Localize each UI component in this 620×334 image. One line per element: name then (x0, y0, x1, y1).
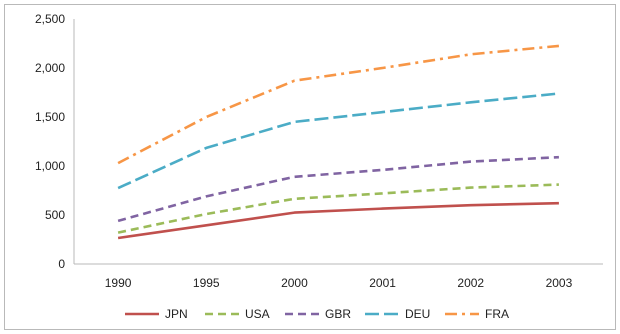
y-tick-label: 2,500 (35, 12, 65, 26)
y-axis-ticks: 0 500 1,000 1,500 2,000 2,500 (35, 12, 65, 271)
legend-label-fra: FRA (485, 307, 509, 321)
x-tick-label: 2002 (457, 276, 484, 290)
line-chart: 0 500 1,000 1,500 2,000 2,500 1990 1995 2000 200… (35, 12, 603, 321)
x-tick-label: 1990 (105, 276, 132, 290)
chart-frame: 0 500 1,000 1,500 2,000 2,500 1990 1995 2000 200… (4, 4, 616, 330)
series-line-jpn (117, 201, 559, 240)
x-axis-ticks: 1990 1995 2000 2001 2002 2003 (105, 276, 573, 290)
x-tick-label: 2001 (369, 276, 396, 290)
series-line-deu (117, 92, 560, 190)
legend: JPN USA GBR DEU FRA (125, 307, 509, 321)
legend-label-usa: USA (245, 307, 270, 321)
legend-label-deu: DEU (405, 307, 430, 321)
x-tick-label: 2000 (281, 276, 308, 290)
x-tick-label: 1995 (193, 276, 220, 290)
series-line-gbr (117, 155, 559, 223)
x-tick-label: 2003 (546, 276, 573, 290)
y-tick-label: 500 (45, 208, 65, 222)
series-lines (117, 44, 560, 240)
y-tick-label: 1,000 (35, 159, 65, 173)
y-tick-label: 2,000 (35, 61, 65, 75)
legend-label-gbr: GBR (325, 307, 351, 321)
y-tick-label: 0 (58, 257, 65, 271)
series-line-fra (117, 44, 560, 165)
legend-label-jpn: JPN (165, 307, 188, 321)
y-tick-label: 1,500 (35, 110, 65, 124)
series-line-usa (117, 183, 559, 234)
